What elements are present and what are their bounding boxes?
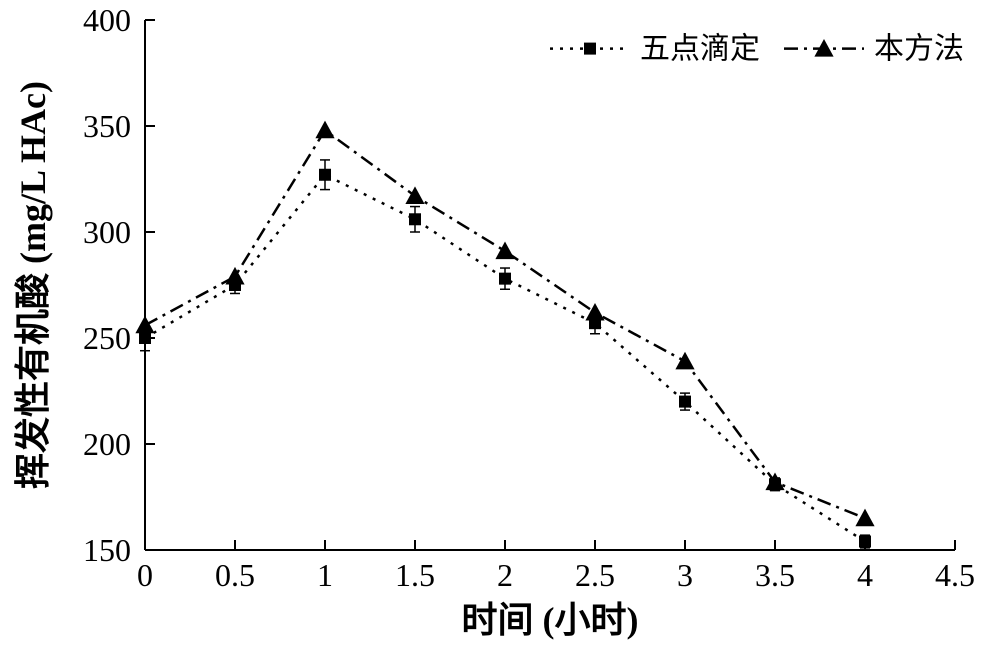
x-tick-label: 2.5 (575, 557, 615, 593)
chart-container: 0 0.5 1 1.5 2 2.5 3 3.5 4 4.5 150 200 250 300 350 400 时间… (0, 0, 1000, 654)
y-tick-label: 150 (83, 532, 131, 568)
x-tick-label: 1.5 (395, 557, 435, 593)
x-tick-label: 1 (317, 557, 333, 593)
x-tick-label: 3 (677, 557, 693, 593)
x-tick-label: 4.5 (935, 557, 975, 593)
y-axis-title: 挥发性有机酸 (mg/L HAc) (13, 81, 53, 489)
x-tick-label: 0 (137, 557, 153, 593)
line-chart: 0 0.5 1 1.5 2 2.5 3 3.5 4 4.5 150 200 250 300 350 400 时间… (0, 0, 1000, 654)
legend-label: 五点滴定 (640, 33, 760, 66)
y-tick-label: 300 (83, 214, 131, 250)
y-tick-label: 400 (83, 2, 131, 38)
y-tick-label: 350 (83, 108, 131, 144)
x-tick-label: 0.5 (215, 557, 255, 593)
y-tick-label: 250 (83, 320, 131, 356)
x-tick-label: 2 (497, 557, 513, 593)
x-axis-title: 时间 (小时) (462, 600, 639, 640)
legend-label: 本方法 (874, 33, 964, 66)
x-tick-label: 4 (857, 557, 873, 593)
x-tick-label: 3.5 (755, 557, 795, 593)
y-tick-label: 200 (83, 426, 131, 462)
